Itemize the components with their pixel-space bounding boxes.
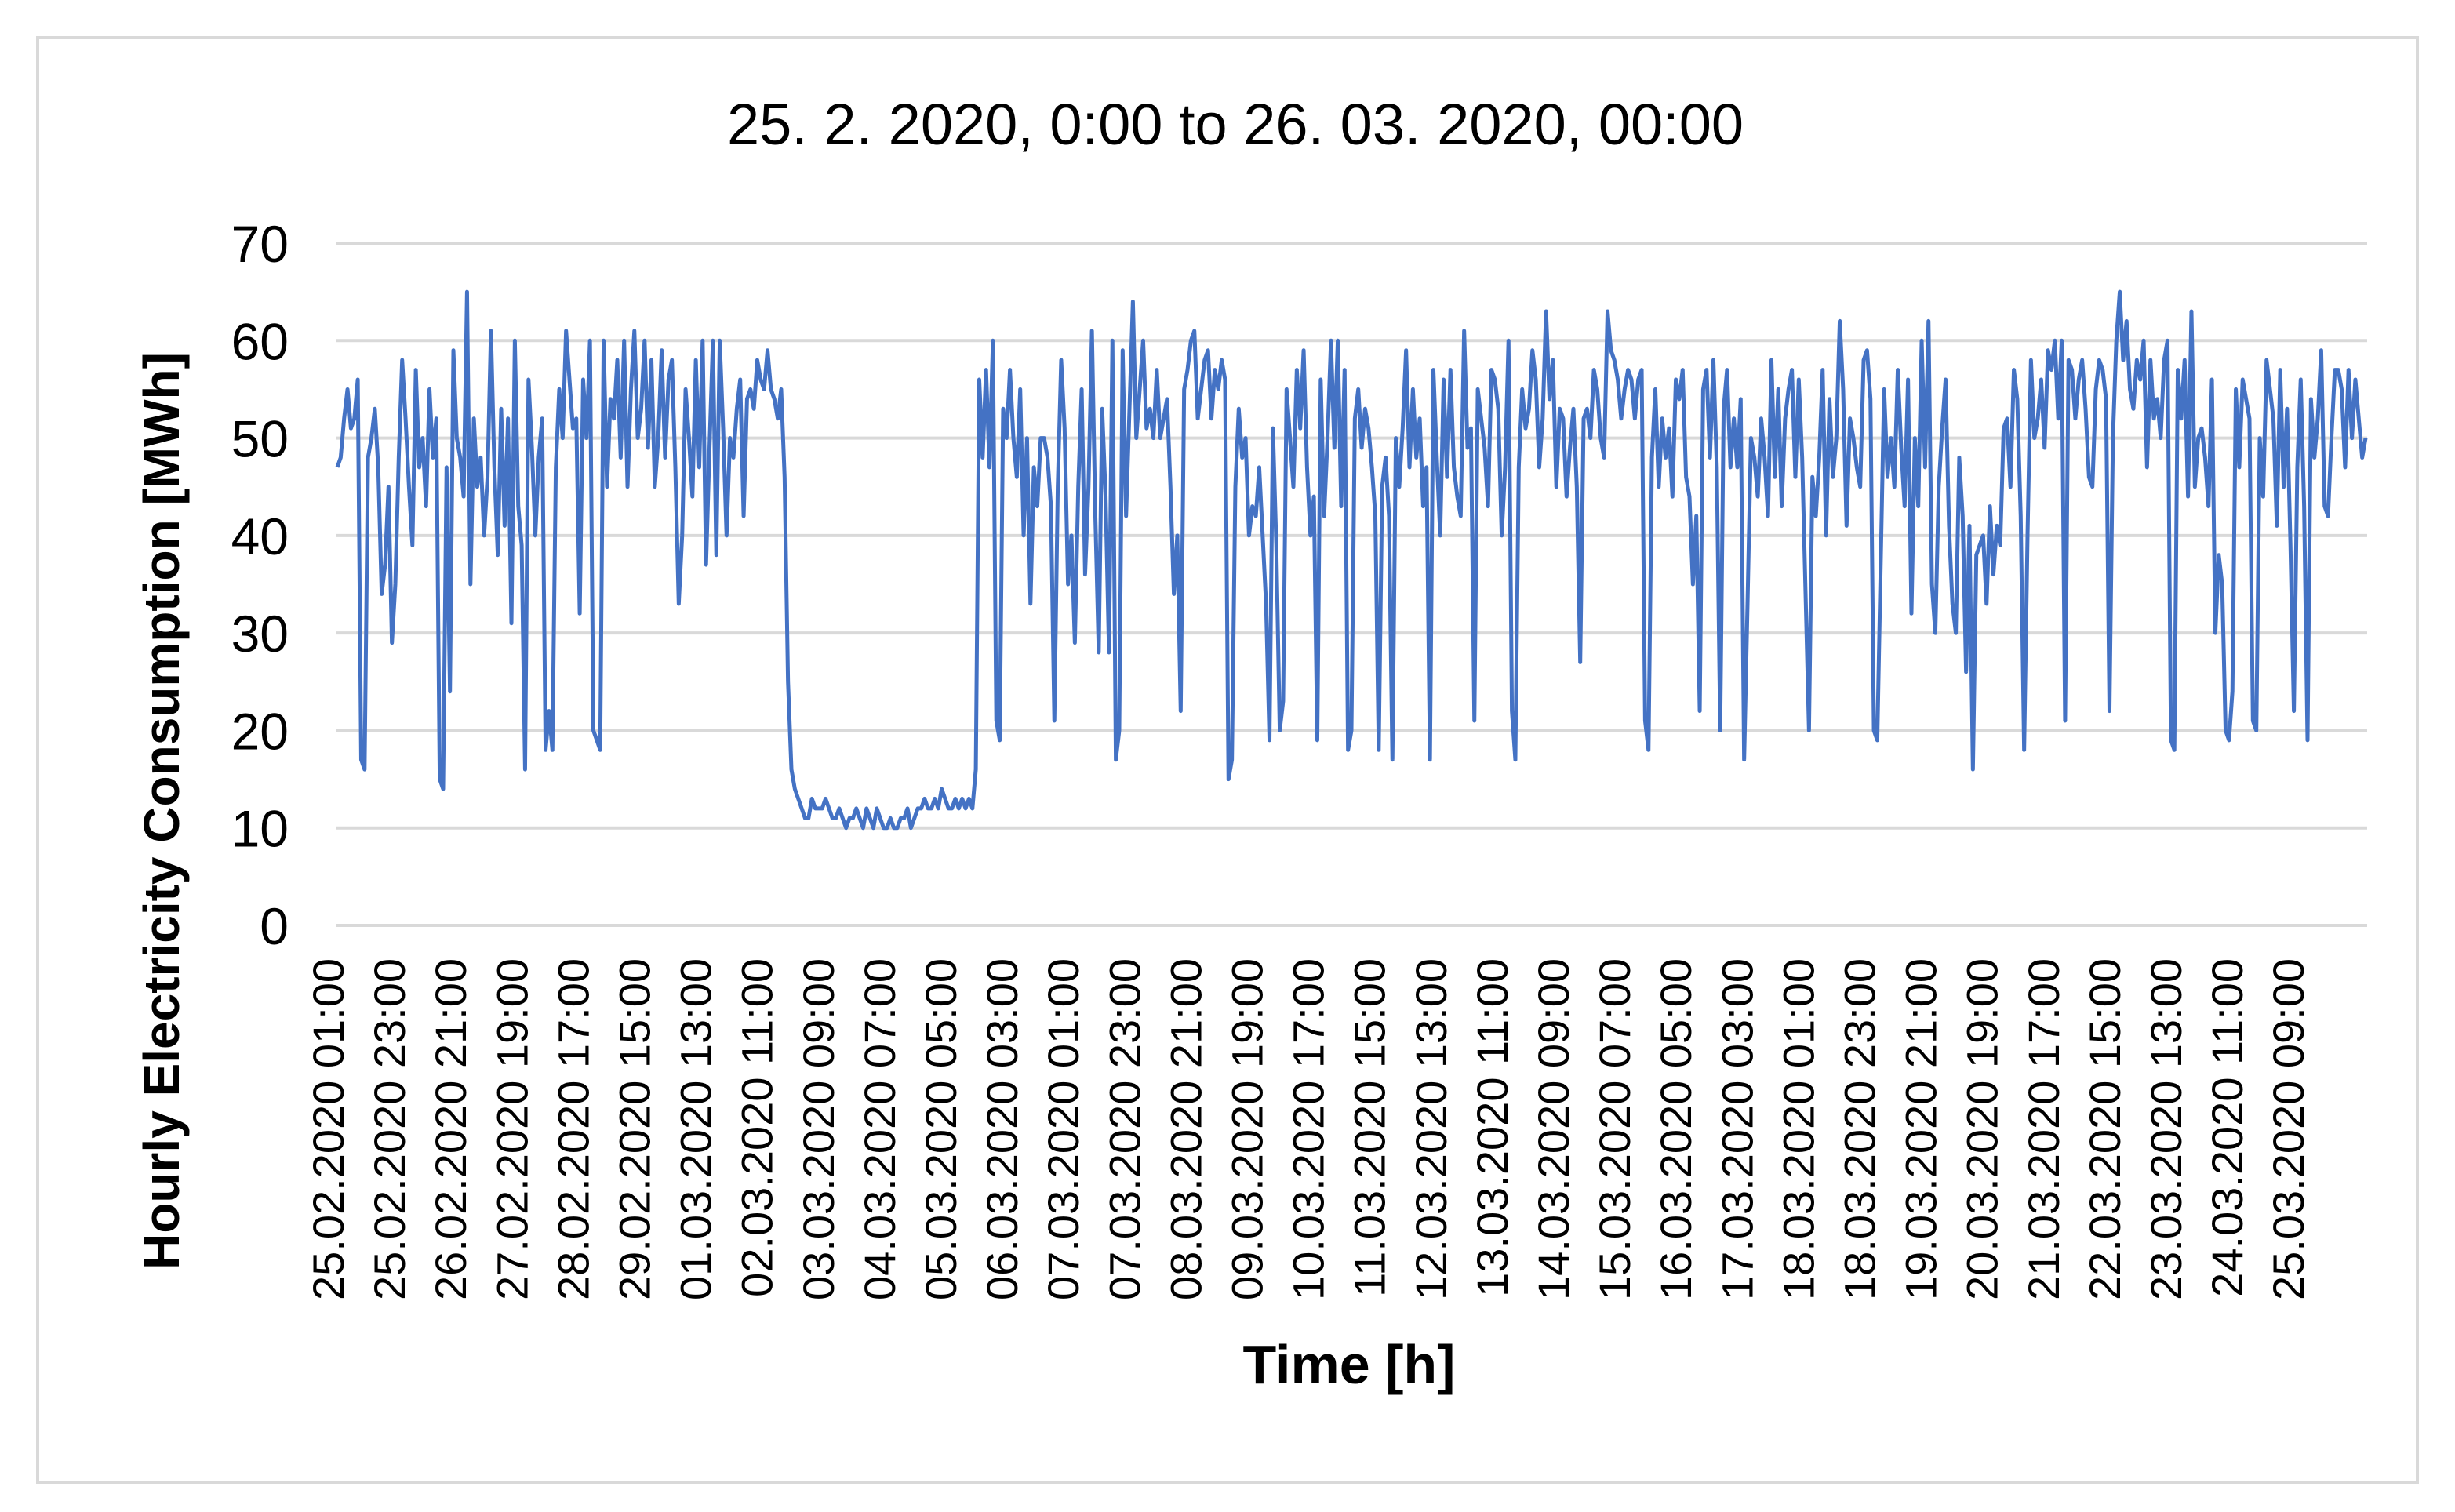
x-tick-label: 25.02.2020 23:00 bbox=[365, 958, 414, 1300]
x-tick-label: 23.03.2020 13:00 bbox=[2141, 958, 2191, 1300]
x-tick-label: 26.02.2020 21:00 bbox=[426, 958, 475, 1300]
x-tick-label: 25.02.2020 01:00 bbox=[304, 958, 353, 1300]
series-layer bbox=[335, 289, 2368, 831]
x-tick-label: 29.02.2020 15:00 bbox=[610, 958, 660, 1300]
x-tick-label: 20.03.2020 19:00 bbox=[1958, 958, 2007, 1300]
x-axis-label: Time [h] bbox=[1243, 1334, 1456, 1395]
x-tick-label: 17.03.2020 03:00 bbox=[1712, 958, 1762, 1300]
x-tick-label: 01.03.2020 13:00 bbox=[671, 958, 721, 1300]
series-line bbox=[335, 289, 2368, 831]
x-tick-label: 22.03.2020 15:00 bbox=[2080, 958, 2129, 1300]
x-tick-label: 02.03.2020 11:00 bbox=[733, 958, 782, 1297]
x-tick-label: 05.03.2020 05:00 bbox=[916, 958, 966, 1300]
y-tick-label: 40 bbox=[231, 507, 289, 565]
x-tick-label: 28.02.2020 17:00 bbox=[548, 958, 598, 1300]
x-tick-label: 19.03.2020 21:00 bbox=[1897, 958, 1946, 1300]
y-tick-label: 0 bbox=[260, 897, 289, 955]
x-tick-label: 18.03.2020 01:00 bbox=[1773, 958, 1823, 1300]
x-tick-label: 08.03.2020 21:00 bbox=[1161, 958, 1210, 1300]
x-tick-label: 14.03.2020 09:00 bbox=[1529, 958, 1578, 1300]
x-tick-label: 13.03.2020 11:00 bbox=[1468, 958, 1517, 1297]
y-tick-label: 60 bbox=[231, 312, 289, 370]
x-tick-label: 21.03.2020 17:00 bbox=[2019, 958, 2068, 1300]
y-axis-label: Hourly Electricity Consumption [MWh] bbox=[133, 352, 190, 1270]
y-tick-label: 70 bbox=[231, 215, 289, 273]
x-tick-label: 25.03.2020 09:00 bbox=[2264, 958, 2313, 1300]
x-tick-label: 18.03.2020 23:00 bbox=[1835, 958, 1885, 1300]
x-tick-label: 06.03.2020 03:00 bbox=[977, 958, 1027, 1300]
y-tick-label: 50 bbox=[231, 410, 289, 468]
x-tick-label: 15.03.2020 07:00 bbox=[1590, 958, 1639, 1300]
x-tick-label: 27.02.2020 19:00 bbox=[487, 958, 536, 1300]
x-tick-label: 11.03.2020 15:00 bbox=[1345, 958, 1395, 1297]
x-tick-label: 03.03.2020 09:00 bbox=[794, 958, 843, 1300]
x-tick-label: 04.03.2020 07:00 bbox=[855, 958, 904, 1300]
y-axis-ticks: 0 10 20 30 40 50 60 70 bbox=[231, 215, 289, 955]
x-tick-label: 16.03.2020 05:00 bbox=[1651, 958, 1700, 1300]
y-tick-label: 30 bbox=[231, 605, 289, 663]
x-tick-label: 07.03.2020 23:00 bbox=[1100, 958, 1149, 1300]
y-tick-label: 20 bbox=[231, 702, 289, 760]
x-tick-label: 24.03.2020 11:00 bbox=[2202, 958, 2252, 1297]
x-axis-ticks: 25.02.2020 01:00 25.02.2020 23:00 26.02.20… bbox=[304, 958, 2313, 1300]
chart-title: 25. 2. 2020, 0:00 to 26. 03. 2020, 00:00 bbox=[727, 92, 1744, 157]
y-tick-label: 10 bbox=[231, 800, 289, 858]
x-tick-label: 09.03.2020 19:00 bbox=[1223, 958, 1272, 1300]
x-tick-label: 10.03.2020 17:00 bbox=[1284, 958, 1333, 1300]
x-tick-label: 12.03.2020 13:00 bbox=[1406, 958, 1456, 1300]
x-tick-label: 07.03.2020 01:00 bbox=[1038, 958, 1088, 1300]
